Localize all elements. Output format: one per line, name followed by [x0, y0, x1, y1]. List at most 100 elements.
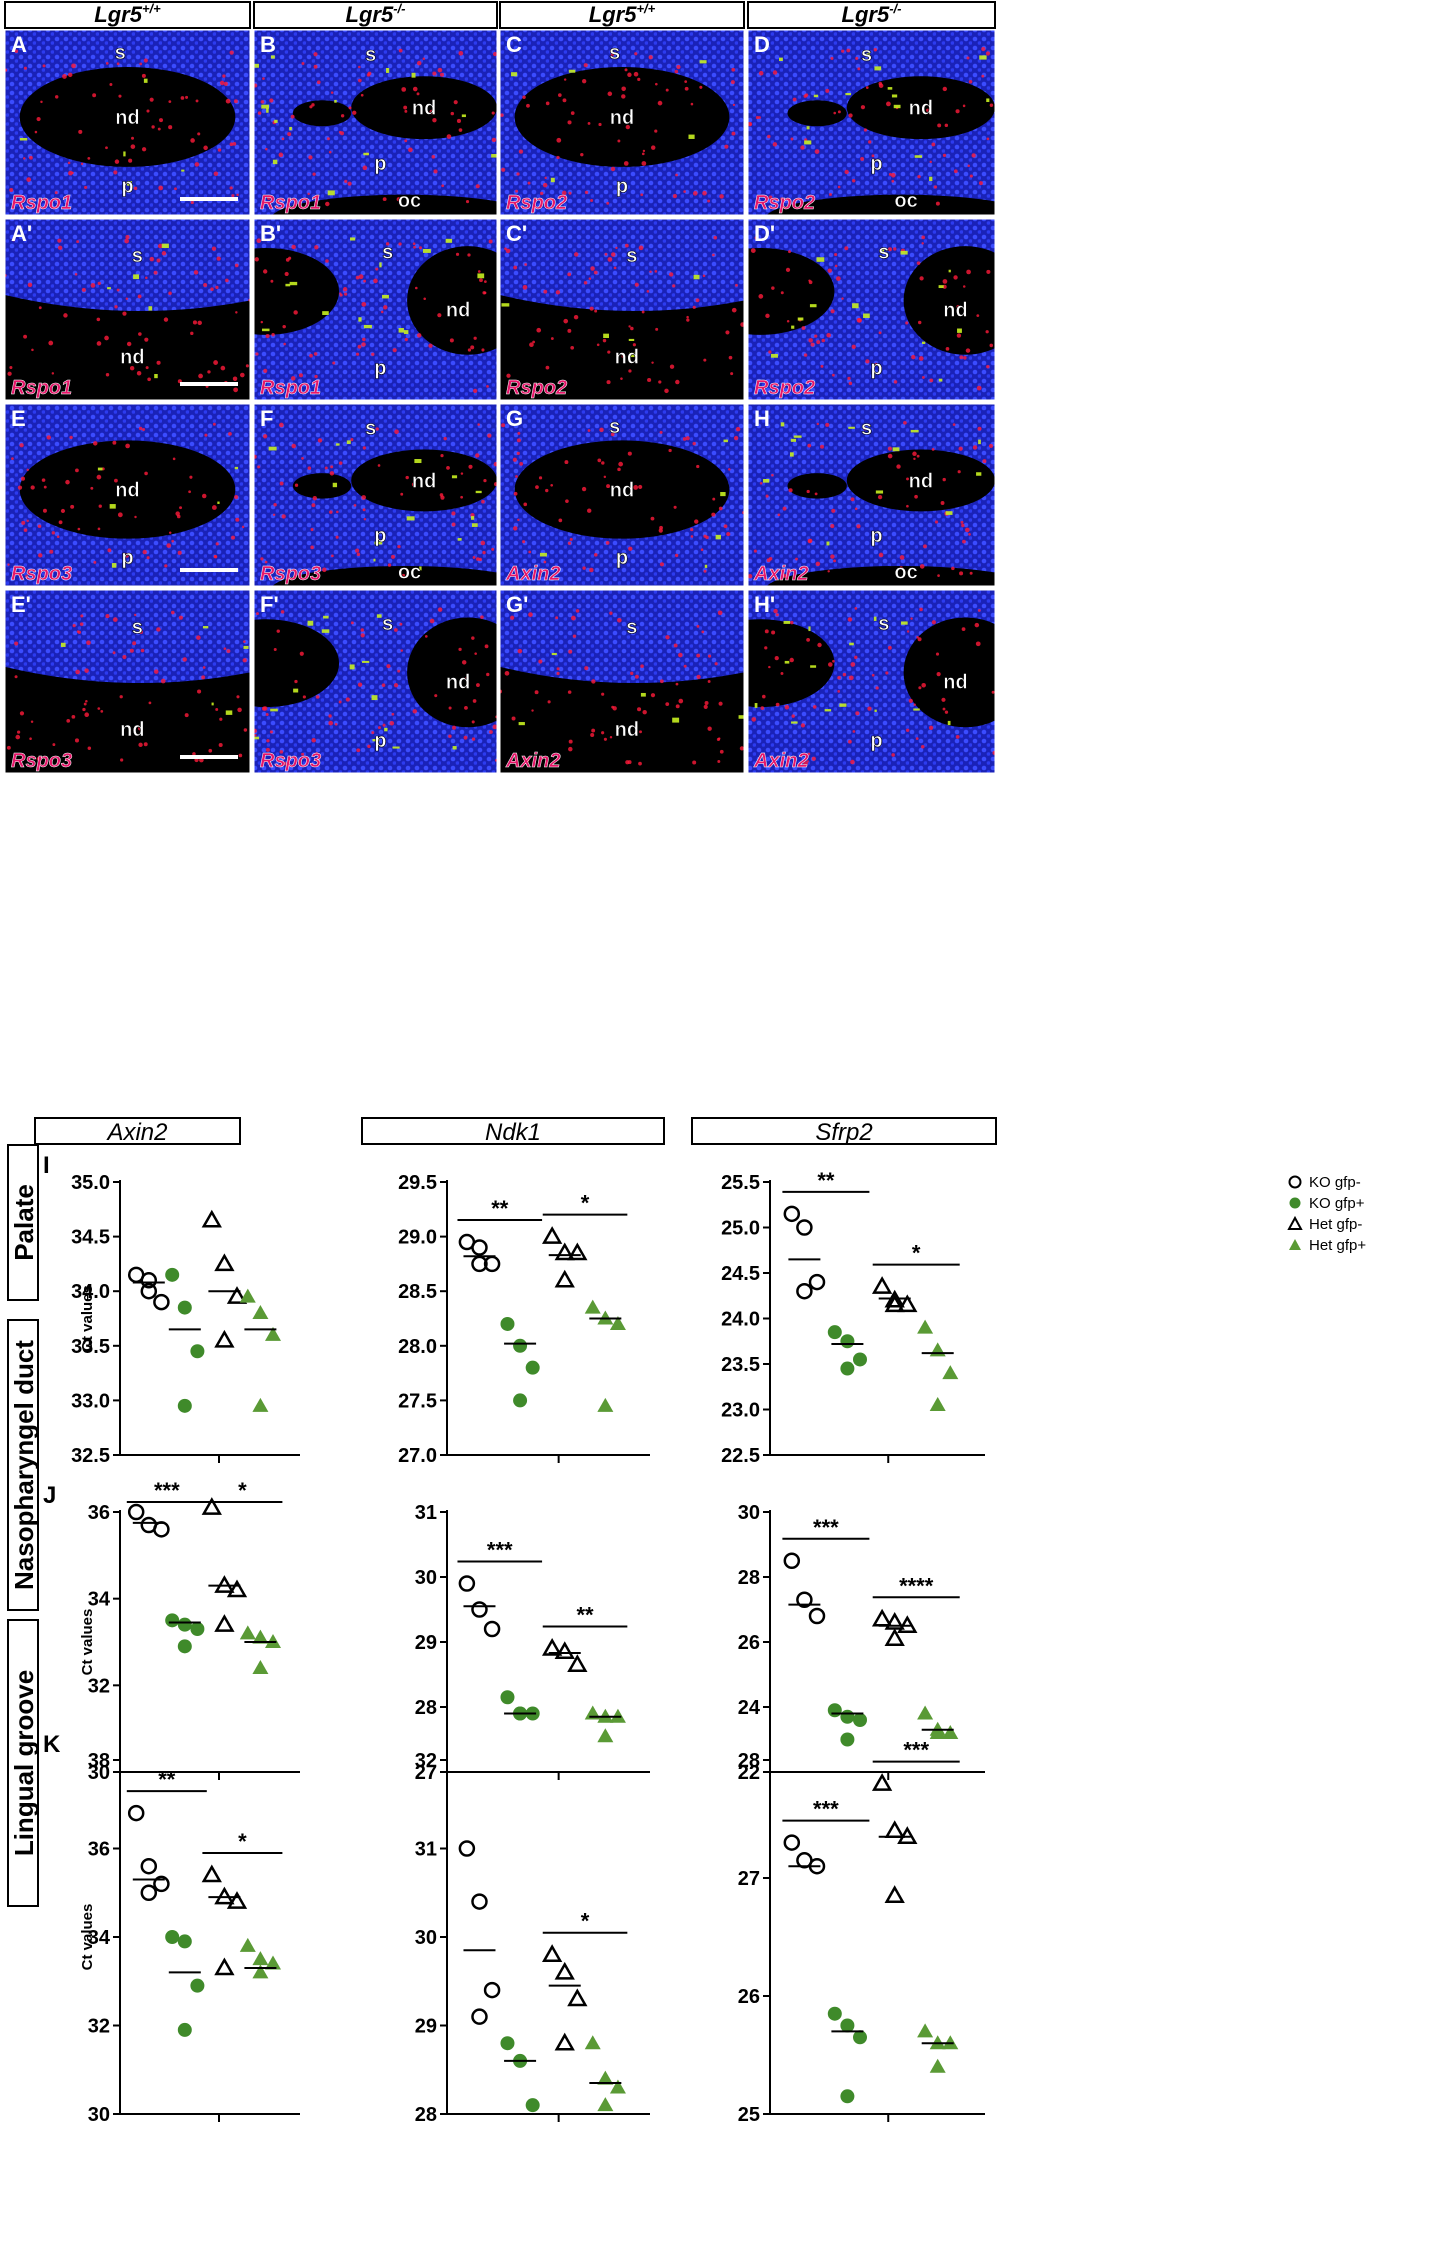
probe-signal-dot	[625, 124, 630, 130]
duct-lumen-small	[292, 100, 352, 127]
data-point-het-gfp-neg	[884, 1628, 905, 1646]
probe-signal-dot	[545, 101, 550, 106]
probe-signal-dot	[129, 648, 134, 653]
probe-signal-dot	[628, 546, 633, 551]
gfp-signal	[293, 688, 299, 693]
data-point-ko-gfp-neg	[783, 1552, 801, 1569]
tissue-region-label: s	[382, 242, 393, 264]
probe-signal-dot	[642, 149, 646, 153]
probe-signal-dot	[443, 436, 447, 441]
probe-signal-dot	[992, 750, 995, 755]
probe-signal-dot	[610, 53, 614, 57]
probe-signal-dot	[282, 761, 287, 766]
probe-signal-dot	[913, 457, 916, 461]
probe-signal-dot	[903, 420, 907, 425]
probe-signal-dot	[23, 66, 27, 70]
probe-signal-dot	[5, 68, 8, 72]
probe-signal-dot	[516, 172, 520, 176]
probe-signal-dot	[891, 179, 895, 183]
probe-signal-dot	[969, 571, 973, 575]
significance-label: **	[158, 1767, 176, 1792]
data-point-ko-gfp-neg	[140, 1272, 158, 1289]
probe-signal-dot	[637, 707, 642, 712]
probe-signal-dot	[313, 64, 318, 69]
gfp-signal	[887, 87, 893, 90]
probe-signal-dot	[98, 504, 102, 508]
y-axis-label: Ct values	[79, 1609, 96, 1676]
probe-signal-dot	[262, 434, 268, 439]
probe-signal-dot	[262, 706, 268, 711]
tissue-region-label: s	[626, 617, 637, 639]
data-point-ko-gfp-pos	[513, 1393, 528, 1408]
probe-signal-dot	[597, 458, 602, 463]
probe-signal-dot	[411, 482, 417, 487]
gfp-signal	[60, 642, 66, 647]
probe-signal-dot	[989, 103, 994, 107]
probe-signal-dot	[434, 694, 438, 698]
probe-signal-dot	[492, 724, 497, 730]
y-tick-label: 33.5	[71, 1336, 110, 1358]
probe-signal-dot	[40, 100, 43, 104]
gfp-signal	[880, 249, 885, 252]
probe-signal-dot	[912, 451, 917, 457]
data-point-het-gfp-neg	[554, 1269, 575, 1288]
probe-signal-dot	[215, 707, 219, 711]
significance-label: *	[238, 1478, 247, 1503]
probe-signal-dot	[355, 275, 360, 280]
probe-signal-dot	[675, 682, 679, 686]
y-tick-label: 23.5	[721, 1354, 760, 1376]
probe-signal-dot	[590, 199, 594, 202]
probe-signal-dot	[190, 138, 195, 143]
probe-signal-dot	[780, 569, 784, 573]
probe-signal-dot	[672, 194, 677, 199]
probe-signal-dot	[584, 190, 589, 195]
probe-signal-dot	[623, 161, 629, 166]
probe-signal-dot	[17, 730, 21, 734]
probe-signal-dot	[975, 641, 981, 647]
probe-signal-dot	[703, 569, 707, 573]
probe-signal-dot	[491, 111, 495, 115]
data-point-het-gfp-neg	[871, 1773, 893, 1791]
probe-signal-dot	[441, 184, 445, 188]
probe-signal-dot	[314, 245, 319, 250]
probe-signal-dot	[23, 334, 28, 339]
data-point-ko-gfp-pos	[827, 1325, 842, 1340]
probe-signal-dot	[780, 197, 784, 201]
probe-signal-dot	[385, 242, 390, 246]
probe-signal-dot	[29, 737, 32, 740]
probe-signal-dot	[362, 508, 366, 512]
probe-signal-dot	[309, 353, 313, 358]
probe-signal-dot	[453, 100, 458, 105]
probe-signal-dot	[692, 305, 696, 309]
genotype-header: Lgr5+/+	[94, 1, 161, 27]
gfp-signal	[261, 104, 270, 109]
y-axis-label: Ct values	[79, 1904, 96, 1971]
panel-letter: H	[754, 406, 770, 431]
panel-border	[747, 403, 996, 587]
probe-signal-dot	[367, 744, 371, 749]
probe-signal-dot	[707, 654, 712, 658]
probe-signal-dot	[62, 74, 67, 79]
data-point-ko-gfp-pos	[840, 1361, 855, 1376]
probe-signal-dot	[517, 431, 521, 435]
probe-signal-dot	[955, 734, 960, 739]
probe-signal-dot	[837, 690, 841, 693]
gfp-signal	[518, 722, 525, 726]
probe-signal-dot	[942, 279, 948, 284]
probe-signal-dot	[690, 527, 694, 532]
panel-border	[747, 218, 996, 401]
probe-signal-dot	[613, 266, 617, 270]
data-point-het-gfp-pos	[584, 2035, 601, 2050]
probe-signal-dot	[674, 553, 679, 558]
probe-signal-dot	[263, 269, 268, 274]
probe-signal-dot	[865, 359, 870, 364]
probe-signal-dot	[806, 638, 810, 642]
probe-signal-dot	[711, 512, 716, 517]
probe-signal-dot	[712, 497, 716, 501]
probe-signal-dot	[723, 524, 728, 529]
probe-signal-dot	[598, 122, 602, 127]
probe-signal-dot	[146, 109, 150, 113]
